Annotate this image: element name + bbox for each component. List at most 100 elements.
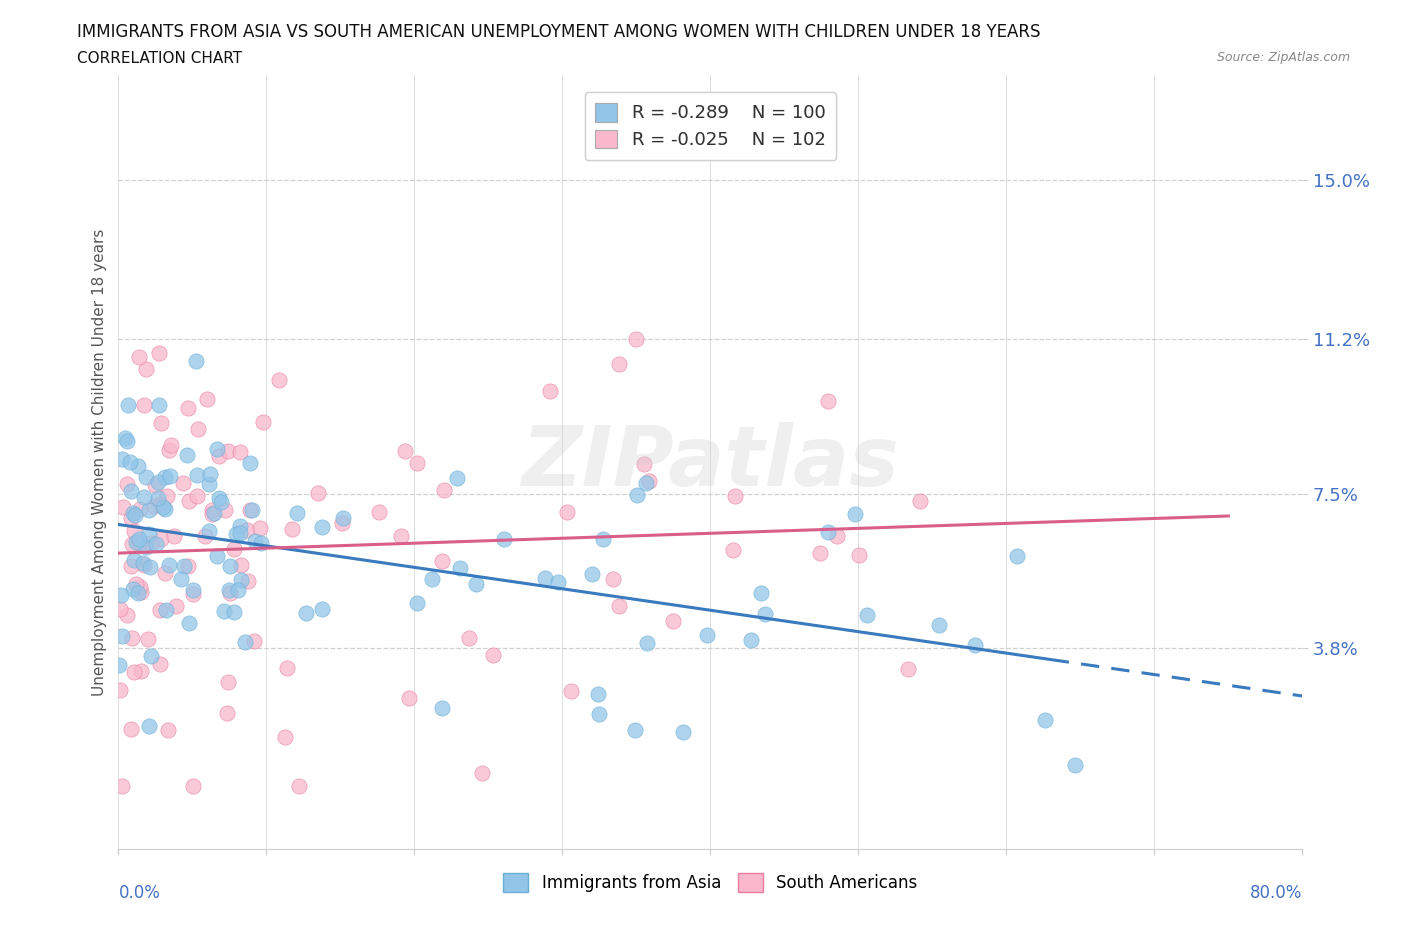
Point [928,618,950,632]
Point [332,511,354,525]
Point [177,615,200,630]
Point [749,586,772,601]
Point [125,577,148,591]
Point [817,525,839,539]
Point [139,560,162,575]
Point [135,361,157,376]
Point [127,586,149,601]
Point [111,452,134,467]
Point [122,552,145,567]
Y-axis label: Unemployment Among Women with Children Under 18 years: Unemployment Among Women with Children U… [93,229,107,696]
Point [153,469,176,484]
Point [897,661,920,676]
Point [121,631,143,645]
Point [623,722,645,737]
Point [555,505,578,520]
Point [446,471,468,485]
Point [236,574,259,589]
Point [139,648,162,663]
Point [198,524,221,538]
Point [110,602,132,617]
Point [124,507,146,522]
Point [406,595,429,610]
Point [186,467,208,482]
Point [152,499,174,514]
Point [136,631,159,646]
Point [856,608,879,623]
Point [128,350,150,365]
Point [208,448,231,463]
Point [122,506,145,521]
Point [225,526,247,541]
Point [181,583,204,598]
Point [724,489,747,504]
Point [111,628,134,643]
Point [405,456,427,471]
Point [157,557,180,572]
Point [120,722,142,737]
Point [662,614,685,629]
Point [311,602,333,617]
Point [481,647,503,662]
Point [108,683,131,698]
Point [433,483,456,498]
Point [231,557,253,572]
Point [122,581,145,596]
Point [124,664,146,679]
Point [131,555,153,570]
Point [218,586,240,601]
Point [239,503,262,518]
Point [586,686,609,701]
Point [311,520,333,535]
Point [148,346,170,361]
Point [217,444,239,458]
Point [422,572,444,587]
Point [626,488,648,503]
Point [120,455,142,470]
Text: 80.0%: 80.0% [1250,884,1302,902]
Point [252,415,274,430]
Point [135,540,157,555]
Point [285,506,308,521]
Point [494,532,516,547]
Point [138,526,160,541]
Point [132,489,155,504]
Point [844,507,866,522]
Point [233,634,256,649]
Point [607,598,630,613]
Point [222,604,245,619]
Text: CORRELATION CHART: CORRELATION CHART [77,51,242,66]
Legend: R = -0.289    N = 100, R = -0.025    N = 102: R = -0.289 N = 100, R = -0.025 N = 102 [585,92,837,160]
Point [236,523,259,538]
Point [228,525,250,540]
Point [458,631,481,645]
Point [187,421,209,436]
Point [1007,549,1029,564]
Point [117,607,139,622]
Point [740,632,762,647]
Point [111,778,134,793]
Point [464,577,486,591]
Point [165,599,187,614]
Point [181,587,204,602]
Point [214,503,236,518]
Point [135,470,157,485]
Point [208,490,231,505]
Point [696,627,718,642]
Text: IMMIGRANTS FROM ASIA VS SOUTH AMERICAN UNEMPLOYMENT AMONG WOMEN WITH CHILDREN UN: IMMIGRANTS FROM ASIA VS SOUTH AMERICAN U… [77,23,1040,41]
Point [149,532,172,547]
Point [114,431,136,445]
Point [197,392,219,406]
Point [201,502,224,517]
Point [209,494,232,509]
Point [231,573,253,588]
Point [825,529,848,544]
Point [143,478,166,493]
Point [125,534,148,549]
Point [534,571,557,586]
Point [115,476,138,491]
Point [176,448,198,463]
Point [181,778,204,793]
Point [134,557,156,572]
Point [389,528,412,543]
